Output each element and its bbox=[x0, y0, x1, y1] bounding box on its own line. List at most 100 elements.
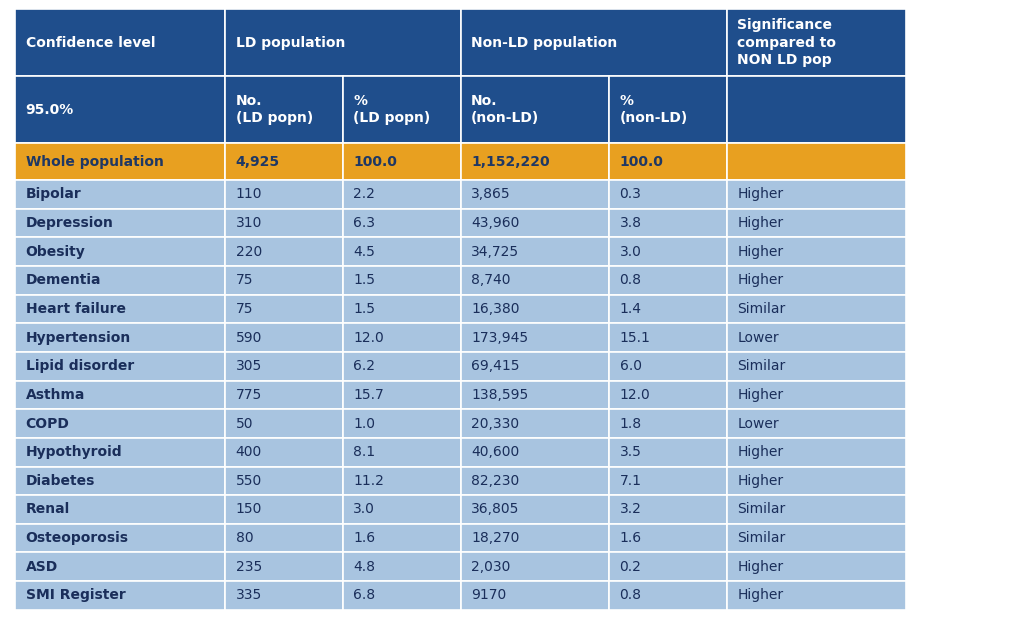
Bar bbox=[727, 9, 906, 76]
Bar bbox=[727, 552, 906, 581]
Bar bbox=[727, 9, 906, 76]
Bar bbox=[15, 143, 225, 180]
Bar bbox=[15, 295, 225, 323]
Text: 110: 110 bbox=[236, 188, 262, 201]
Bar bbox=[343, 266, 461, 295]
Text: Significance
compared to
NON LD pop: Significance compared to NON LD pop bbox=[737, 19, 837, 67]
Bar bbox=[461, 180, 609, 209]
Text: 4.8: 4.8 bbox=[353, 560, 375, 574]
Bar bbox=[15, 581, 225, 610]
Bar bbox=[225, 495, 343, 524]
Text: 3.8: 3.8 bbox=[620, 216, 641, 230]
Bar bbox=[343, 143, 461, 180]
Bar bbox=[727, 409, 906, 438]
Bar bbox=[343, 467, 461, 495]
Bar bbox=[15, 180, 225, 209]
Text: Higher: Higher bbox=[737, 245, 783, 259]
Bar bbox=[225, 9, 461, 76]
Bar bbox=[225, 9, 461, 76]
Text: 8,740: 8,740 bbox=[471, 274, 511, 287]
Bar bbox=[343, 409, 461, 438]
Bar bbox=[609, 438, 727, 467]
Bar bbox=[727, 143, 906, 180]
Bar bbox=[343, 238, 461, 266]
Bar bbox=[225, 295, 343, 323]
Bar bbox=[15, 266, 225, 295]
Bar bbox=[15, 323, 225, 352]
Bar bbox=[727, 209, 906, 238]
Bar bbox=[15, 295, 225, 323]
Text: Asthma: Asthma bbox=[26, 388, 85, 402]
Bar bbox=[15, 581, 225, 610]
Bar bbox=[461, 438, 609, 467]
Text: No.
(non-LD): No. (non-LD) bbox=[471, 94, 540, 125]
Text: 6.0: 6.0 bbox=[620, 359, 641, 373]
Text: 0.3: 0.3 bbox=[620, 188, 641, 201]
Text: 305: 305 bbox=[236, 359, 262, 373]
Bar bbox=[609, 76, 727, 143]
Text: Obesity: Obesity bbox=[26, 245, 85, 259]
Bar bbox=[727, 76, 906, 143]
Bar bbox=[461, 143, 609, 180]
Text: 3.2: 3.2 bbox=[620, 503, 641, 516]
Text: 43,960: 43,960 bbox=[471, 216, 519, 230]
Bar bbox=[225, 180, 343, 209]
Bar bbox=[461, 381, 609, 409]
Bar bbox=[461, 495, 609, 524]
Bar bbox=[343, 295, 461, 323]
Bar bbox=[609, 180, 727, 209]
Text: 11.2: 11.2 bbox=[353, 474, 384, 488]
Text: 1.6: 1.6 bbox=[620, 531, 642, 545]
Text: COPD: COPD bbox=[26, 417, 70, 431]
Bar bbox=[225, 266, 343, 295]
Text: 138,595: 138,595 bbox=[471, 388, 528, 402]
Bar bbox=[609, 352, 727, 381]
Bar bbox=[343, 467, 461, 495]
Bar bbox=[461, 323, 609, 352]
Bar bbox=[609, 438, 727, 467]
Bar bbox=[461, 143, 609, 180]
Text: %
(LD popn): % (LD popn) bbox=[353, 94, 430, 125]
Text: Hypertension: Hypertension bbox=[26, 331, 131, 345]
Bar bbox=[225, 238, 343, 266]
Bar bbox=[609, 524, 727, 552]
Text: 7.1: 7.1 bbox=[620, 474, 641, 488]
Bar bbox=[343, 495, 461, 524]
Bar bbox=[609, 238, 727, 266]
Bar bbox=[15, 323, 225, 352]
Bar bbox=[15, 524, 225, 552]
Bar bbox=[727, 352, 906, 381]
Bar bbox=[15, 467, 225, 495]
Bar bbox=[609, 266, 727, 295]
Bar bbox=[225, 381, 343, 409]
Bar bbox=[609, 143, 727, 180]
Bar bbox=[343, 552, 461, 581]
Text: Higher: Higher bbox=[737, 274, 783, 287]
Text: 775: 775 bbox=[236, 388, 262, 402]
Text: Similar: Similar bbox=[737, 503, 785, 516]
Bar bbox=[727, 143, 906, 180]
Bar bbox=[727, 238, 906, 266]
Text: 40,600: 40,600 bbox=[471, 445, 519, 459]
Bar bbox=[609, 467, 727, 495]
Bar bbox=[343, 238, 461, 266]
Bar bbox=[461, 467, 609, 495]
Bar bbox=[225, 409, 343, 438]
Bar bbox=[15, 209, 225, 238]
Bar bbox=[343, 180, 461, 209]
Text: Confidence level: Confidence level bbox=[26, 36, 155, 50]
Bar bbox=[225, 76, 343, 143]
Bar bbox=[225, 209, 343, 238]
Bar bbox=[15, 438, 225, 467]
Bar bbox=[225, 180, 343, 209]
Bar bbox=[609, 266, 727, 295]
Text: Osteoporosis: Osteoporosis bbox=[26, 531, 129, 545]
Text: 235: 235 bbox=[236, 560, 262, 574]
Bar bbox=[15, 381, 225, 409]
Bar bbox=[727, 323, 906, 352]
Bar bbox=[225, 266, 343, 295]
Bar bbox=[461, 552, 609, 581]
Bar bbox=[225, 352, 343, 381]
Text: Non-LD population: Non-LD population bbox=[471, 36, 617, 50]
Bar bbox=[225, 238, 343, 266]
